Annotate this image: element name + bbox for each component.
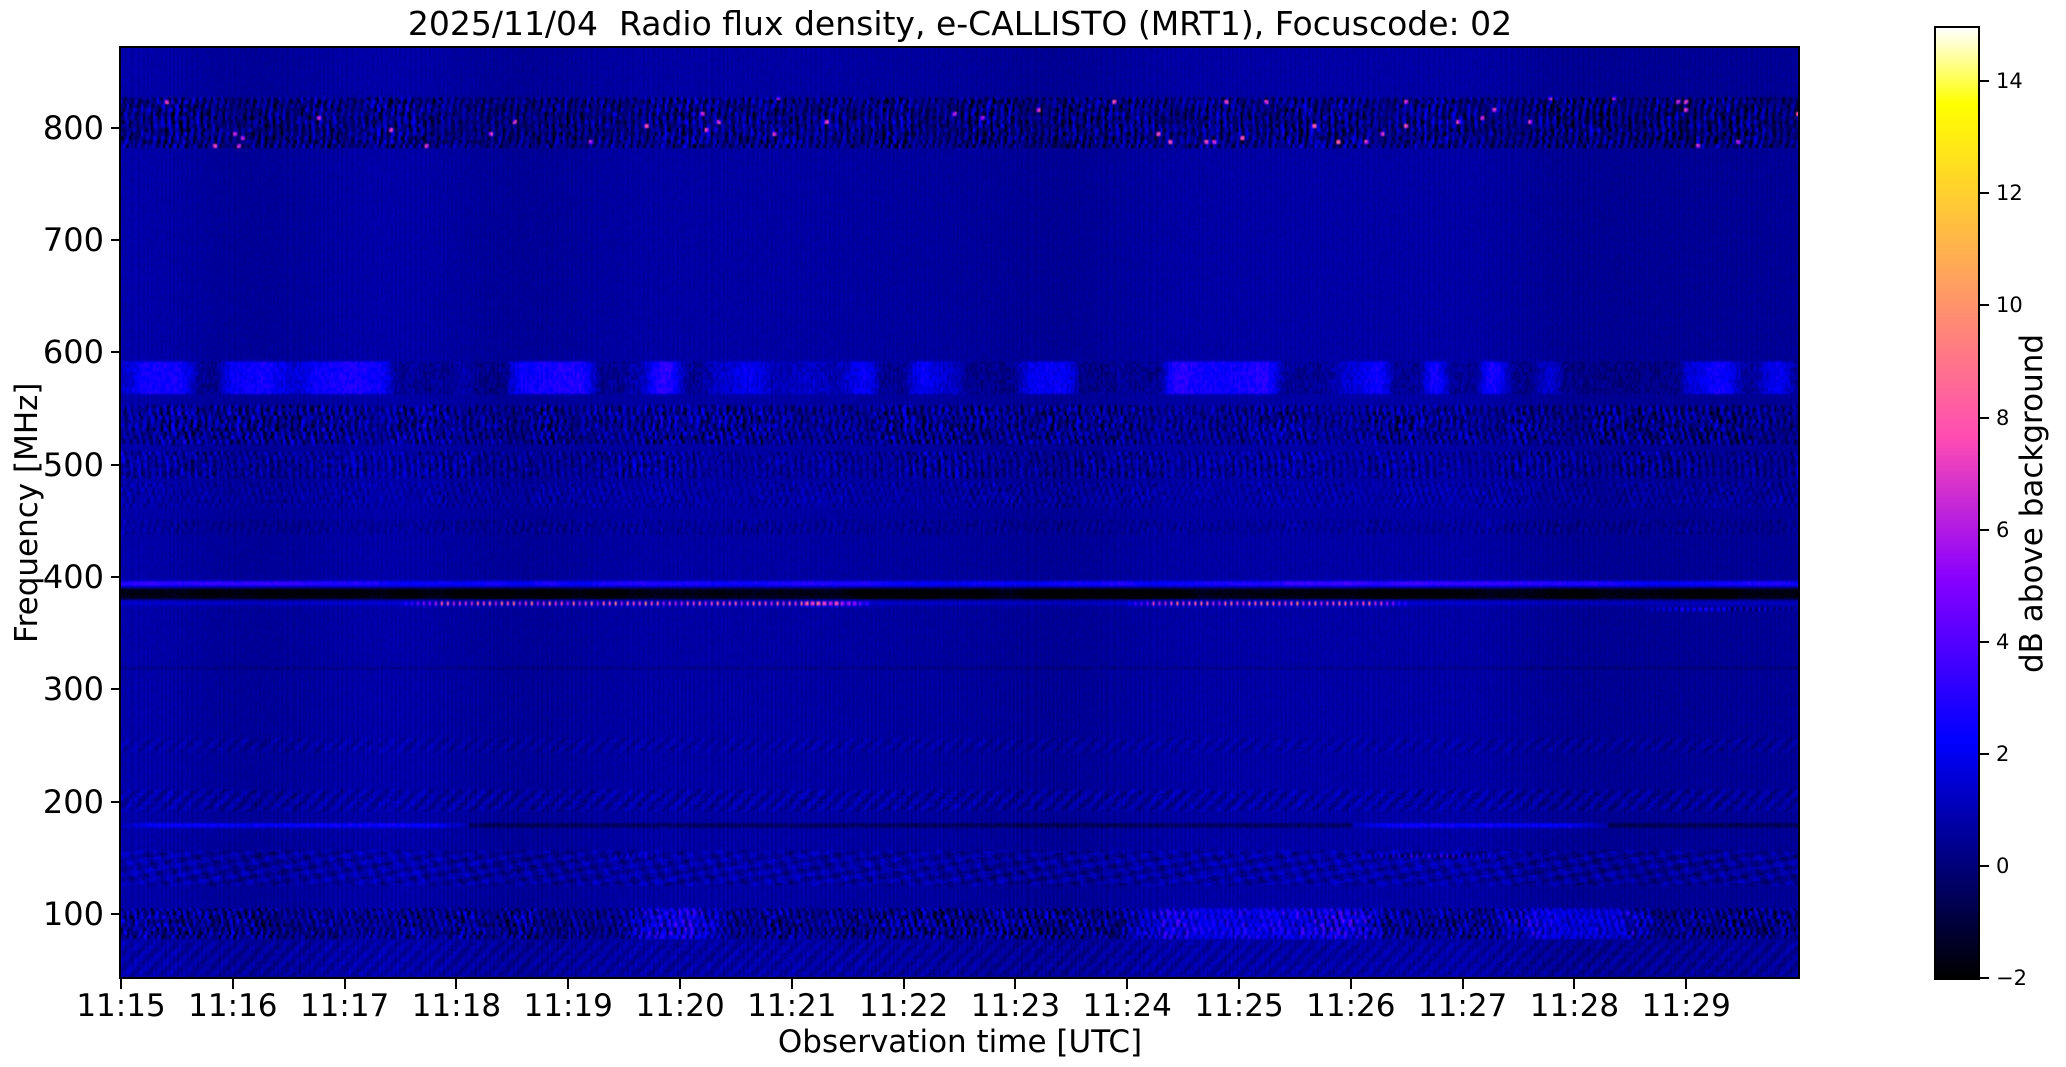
colorbar-tick-label: 2 (1996, 741, 2010, 766)
x-tick-label: 11:16 (188, 988, 278, 1024)
colorbar-tick-mark (1980, 416, 1989, 419)
y-tick-mark (111, 576, 121, 579)
colorbar-tick-label: 10 (1996, 293, 2023, 318)
y-tick-mark (111, 463, 121, 466)
x-tick-label: 11:26 (1306, 988, 1396, 1024)
y-tick-mark (111, 800, 121, 803)
colorbar-tick-mark (1980, 752, 1989, 755)
x-tick-label: 11:17 (299, 988, 390, 1024)
colorbar-tick-mark (1980, 528, 1989, 531)
x-tick-label: 11:27 (1417, 988, 1508, 1024)
x-tick-label: 11:29 (1641, 988, 1731, 1024)
x-tick-label: 11:21 (747, 988, 837, 1024)
y-tick-label: 300 (42, 670, 104, 709)
x-tick-label: 11:23 (970, 988, 1061, 1024)
x-tick-mark (679, 979, 681, 989)
y-tick-mark (111, 239, 121, 242)
y-tick-mark (111, 126, 121, 129)
x-tick-label: 11:24 (1082, 988, 1172, 1024)
y-tick-label: 100 (42, 895, 104, 934)
x-tick-label: 11:20 (635, 988, 725, 1024)
colorbar-tick-label: 6 (1996, 517, 2010, 542)
colorbar-tick-mark (1980, 80, 1989, 83)
x-tick-label: 11:19 (523, 988, 613, 1024)
colorbar-tick-mark (1980, 192, 1989, 195)
colorbar-tick-mark (1980, 864, 1989, 867)
x-tick-label: 11:18 (411, 988, 502, 1024)
y-tick-label: 500 (42, 445, 104, 484)
x-tick-mark (120, 979, 122, 989)
y-tick-label: 600 (42, 333, 104, 372)
y-tick-mark (111, 351, 121, 354)
x-tick-mark (455, 979, 458, 989)
x-tick-mark (1349, 979, 1352, 989)
x-tick-label: 11:28 (1529, 988, 1620, 1024)
colorbar-gradient (1936, 28, 1978, 978)
x-axis-label: Observation time [UTC] (777, 1024, 1143, 1060)
x-tick-mark (1573, 979, 1576, 989)
y-tick-label: 400 (42, 558, 104, 597)
x-tick-mark (790, 979, 793, 989)
y-tick-label: 200 (42, 782, 104, 821)
x-tick-mark (1126, 979, 1129, 989)
y-tick-mark (111, 688, 121, 691)
x-tick-mark (1238, 979, 1240, 989)
y-tick-mark (111, 913, 121, 916)
x-tick-mark (567, 979, 570, 989)
x-tick-mark (1014, 979, 1017, 989)
x-tick-mark (1461, 979, 1464, 989)
colorbar-tick-label: 8 (1996, 405, 2010, 430)
x-tick-label: 11:15 (76, 988, 166, 1024)
colorbar-tick-label: 12 (1996, 181, 2023, 206)
colorbar-label: dB above background (2014, 333, 2050, 673)
colorbar-tick-label: 4 (1996, 629, 2010, 654)
x-tick-label: 11:25 (1194, 988, 1284, 1024)
y-tick-label: 800 (42, 108, 104, 147)
colorbar-tick-mark (1980, 640, 1989, 643)
colorbar-tick-mark (1980, 977, 1989, 979)
spectrogram-canvas (121, 48, 1798, 977)
y-tick-label: 700 (42, 221, 104, 260)
chart-title: 2025/11/04 Radio flux density, e-CALLIST… (407, 4, 1513, 43)
x-tick-label: 11:22 (858, 988, 949, 1024)
colorbar-tick-mark (1980, 304, 1989, 307)
x-tick-mark (902, 979, 905, 989)
x-tick-mark (1685, 979, 1688, 989)
colorbar-tick-label: −2 (1996, 966, 2027, 990)
x-tick-mark (343, 979, 346, 989)
colorbar-tick-label: 14 (1996, 69, 2023, 94)
colorbar-tick-label: 0 (1996, 853, 2010, 878)
y-axis-label: Frequency [MHz] (9, 382, 45, 643)
x-tick-mark (231, 979, 234, 989)
